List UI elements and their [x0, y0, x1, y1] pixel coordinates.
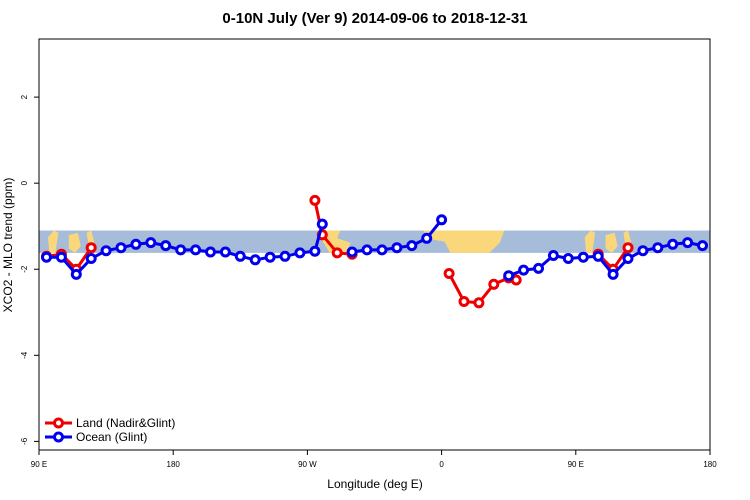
- data-point: [234, 250, 246, 262]
- data-point: [562, 253, 574, 264]
- x-tick-label: 90 W: [298, 460, 317, 469]
- data-point: [160, 240, 172, 252]
- data-point: [577, 251, 589, 263]
- data-point: [667, 238, 679, 250]
- data-point: [264, 251, 276, 263]
- land-patch: [68, 232, 81, 253]
- data-point: [547, 250, 559, 261]
- data-point: [682, 237, 694, 249]
- x-tick-label: 90 E: [568, 460, 584, 469]
- data-point: [175, 244, 187, 256]
- land-patch: [605, 232, 618, 253]
- x-tick-label: 180: [703, 460, 717, 469]
- data-point: [55, 251, 67, 263]
- y-axis: -6 -4 -2 0 2: [20, 94, 39, 445]
- data-point: [115, 242, 127, 254]
- data-point: [346, 246, 358, 258]
- data-point: [488, 278, 500, 290]
- data-point: [70, 268, 82, 280]
- land-patch: [86, 230, 95, 253]
- data-point: [443, 268, 455, 279]
- data-point: [85, 253, 97, 264]
- data-point: [130, 238, 142, 250]
- data-point: [249, 254, 261, 266]
- data-point: [309, 194, 321, 206]
- data-point: [503, 270, 515, 282]
- x-axis: 90 E 180 90 W 0 90 E 180: [31, 450, 717, 469]
- y-tick-label: -4: [20, 351, 29, 359]
- y-tick-label: -2: [20, 265, 29, 273]
- series-layer: [41, 194, 708, 309]
- data-point: [421, 232, 433, 244]
- legend: Land (Nadir&Glint) Ocean (Glint): [45, 416, 175, 444]
- land-patch: [584, 230, 596, 253]
- x-tick-label: 0: [439, 460, 444, 469]
- data-point: [331, 247, 343, 259]
- chart-title: 0-10N July (Ver 9) 2014-09-06 to 2018-12…: [222, 10, 527, 27]
- data-point: [637, 245, 649, 257]
- data-point: [510, 274, 522, 286]
- data-point: [652, 242, 664, 254]
- data-point: [697, 240, 708, 252]
- data-point: [279, 250, 291, 262]
- x-axis-label: Longitude (deg E): [327, 477, 422, 491]
- land-patch: [623, 230, 631, 253]
- data-point: [436, 214, 448, 226]
- map-ocean: [39, 230, 710, 253]
- land-patch: [47, 230, 59, 253]
- x-tick-label: 180: [167, 460, 181, 469]
- data-point: [592, 250, 604, 262]
- land-patch: [322, 230, 351, 253]
- data-point: [100, 245, 112, 257]
- land-patch: [423, 230, 505, 253]
- data-point: [190, 244, 202, 256]
- legend-ocean-marker: [53, 431, 64, 443]
- data-point: [41, 251, 52, 263]
- data-point: [607, 268, 619, 280]
- series-ocean: [41, 214, 708, 282]
- data-point: [458, 296, 470, 307]
- map-band: [39, 230, 710, 253]
- data-point: [294, 247, 306, 259]
- data-point: [376, 244, 388, 256]
- data-point: [406, 240, 418, 252]
- data-point: [518, 264, 530, 276]
- legend-land-label: Land (Nadir&Glint): [76, 416, 175, 430]
- series-line: [46, 246, 93, 271]
- data-point: [622, 242, 634, 254]
- y-axis-label: XCO2 - MLO trend (ppm): [1, 178, 15, 313]
- plot-frame: [38, 38, 711, 451]
- data-point: [309, 245, 321, 257]
- y-tick-label: 0: [20, 180, 29, 185]
- data-point: [85, 242, 97, 254]
- legend-ocean-label: Ocean (Glint): [76, 430, 147, 444]
- data-point: [316, 218, 328, 230]
- y-tick-label: -6: [20, 437, 29, 445]
- y-tick-label: 2: [20, 94, 29, 99]
- legend-land-marker: [53, 417, 64, 429]
- data-point: [361, 244, 373, 256]
- data-point: [219, 246, 231, 258]
- data-point: [622, 253, 634, 264]
- x-tick-label: 90 E: [31, 460, 47, 469]
- data-point: [205, 246, 216, 258]
- data-point: [145, 237, 157, 249]
- data-point: [533, 262, 544, 274]
- data-point: [473, 297, 485, 309]
- series-line: [313, 200, 353, 256]
- data-point: [391, 242, 403, 254]
- map-land: [47, 230, 631, 253]
